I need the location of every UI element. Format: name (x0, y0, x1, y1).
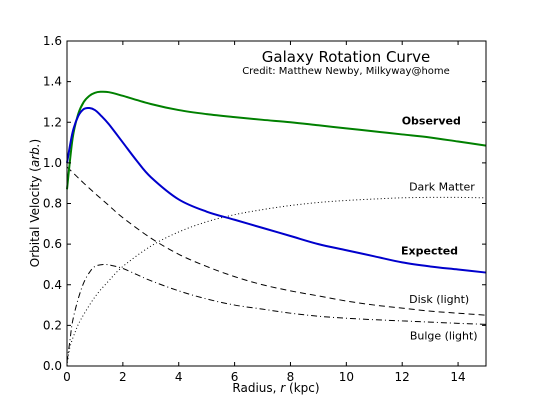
y-axis-label-prefix: Orbital Velocity ( (28, 167, 42, 267)
chart-subtitle: Credit: Matthew Newby, Milkyway@home (242, 66, 450, 77)
ticks-layer: 0 2 4 6 8 10 12 14 0.0 0.2 0.4 0.6 0.8 1.0 1.2 1.4 1.6 (43, 34, 486, 384)
y-tick-label: 0.6 (43, 237, 62, 251)
x-tick-label: 8 (287, 370, 295, 384)
plot-background (67, 41, 486, 366)
y-tick-label: 1.6 (43, 34, 62, 48)
series-line-expected (66, 106, 487, 274)
annotation-expected: Expected (401, 244, 458, 257)
annotation-observed: Observed (402, 114, 461, 127)
y-tick-label: 0.4 (43, 278, 62, 292)
y-tick-label: 1.4 (43, 75, 62, 89)
y-tick-label: 1.0 (43, 156, 62, 170)
x-tick-label: 14 (450, 370, 465, 384)
y-axis-label: Orbital Velocity (arb.) (28, 139, 42, 268)
annotations-layer: Observed Dark Matter Expected Disk (light) B… (401, 114, 478, 342)
y-tick-label: 0.2 (43, 318, 62, 332)
y-tick-label: 0.8 (43, 197, 62, 211)
y-tick-label: 0.0 (43, 359, 62, 373)
series-line-observed (66, 90, 487, 190)
x-tick-label: 10 (339, 370, 354, 384)
annotation-bulge-light: Bulge (light) (410, 330, 478, 343)
x-tick-label: 0 (63, 370, 71, 384)
x-tick-label: 12 (395, 370, 410, 384)
y-axis-label-suffix: ) (28, 139, 42, 144)
series-layer (66, 90, 487, 367)
x-tick-label: 4 (175, 370, 183, 384)
y-tick-label: 1.2 (43, 115, 62, 129)
x-axis-label-suffix: (kpc) (285, 381, 319, 395)
x-tick-label: 2 (119, 370, 127, 384)
annotation-disk-light: Disk (light) (409, 293, 469, 306)
chart-title: Galaxy Rotation Curve (262, 48, 430, 66)
y-axis-label-var: arb. (28, 143, 42, 167)
x-tick-label: 6 (231, 370, 239, 384)
plot-area (67, 41, 486, 366)
x-axis-label-var: r (280, 381, 286, 395)
x-axis-label-prefix: Radius, (232, 381, 280, 395)
x-axis-label: Radius, r (kpc) (232, 381, 319, 395)
annotation-dark-matter: Dark Matter (409, 180, 475, 193)
series-line-bulge-light (66, 263, 487, 363)
series-line-disk-light (66, 166, 487, 316)
